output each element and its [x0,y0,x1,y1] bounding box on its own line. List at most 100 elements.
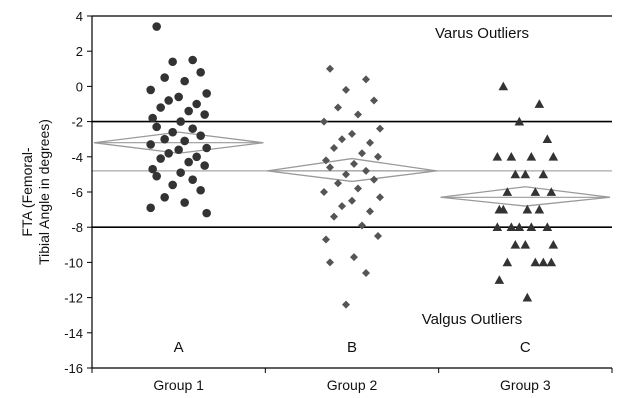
y-axis-label-line-1: FTA (Femoral- [19,147,35,237]
data-point-circle [188,175,197,184]
valgus-outliers-annotation: Valgus Outliers [422,311,523,328]
data-point-triangle [502,187,513,196]
data-point-circle [152,171,161,181]
y-tick-label: 4 [76,9,83,24]
data-point-circle [148,113,157,123]
data-point-diamond [342,170,350,179]
data-point-triangle [530,187,541,196]
data-point-triangle [498,204,509,214]
mean-ci-diamond [440,186,611,207]
subgroup-letter: A [174,339,184,356]
data-point-circle [200,110,209,119]
data-point-circle [180,136,189,146]
data-point-diamond [326,163,334,172]
tick-labels: 4 2 0 -2 -4 -6 -8 -10 -12 -14 -16 Group 1 Group 2 Gro… [64,9,613,393]
data-point-diamond [370,96,378,105]
data-point-circle [180,198,189,207]
data-point-diamond [342,300,350,309]
data-point-diamond [376,124,384,133]
data-point-triangle [534,99,545,108]
x-category-label: Group 3 [500,377,551,393]
data-point-diamond [362,268,370,277]
data-point-circle [202,143,211,153]
subgroup-letter: C [520,339,531,356]
data-point-circle [176,117,185,126]
data-point-circle [156,154,165,163]
data-point-triangle [548,152,559,161]
data-point-diamond [348,129,356,138]
y-tick-label: 0 [76,79,83,94]
data-point-circle [202,208,211,218]
data-point-diamond [338,202,346,211]
data-point-diamond [376,193,384,202]
data-point-circle [192,99,201,109]
data-point-circle [164,148,173,158]
data-point-diamond [370,175,378,184]
data-point-diamond [350,159,358,168]
data-point-triangle [506,222,517,232]
data-point-circle [184,157,193,167]
data-point-circle [152,22,161,31]
y-axis-label: FTA (Femoral- Tibial Angle in degrees) [19,119,52,265]
data-point-circle [160,192,169,202]
data-point-circle [188,124,197,133]
data-point-diamond [342,85,350,94]
data-point-diamond [322,156,330,165]
varus-outliers-annotation: Varus Outliers [435,25,529,42]
data-point-triangle [546,257,557,267]
data-point-circle [168,127,177,137]
y-tick-label: -16 [64,361,83,376]
data-point-diamond [330,212,338,221]
data-point-diamond [358,221,366,230]
data-point-diamond [362,166,370,175]
data-point-circle [174,92,183,102]
data-point-circle [152,122,161,132]
y-tick-label: -12 [64,291,83,306]
data-point-diamond [374,232,382,240]
data-point-diamond [334,179,342,188]
data-point-circle [156,103,165,112]
data-points [146,22,559,309]
data-point-diamond [358,149,366,158]
data-point-diamond [322,235,330,244]
data-point-triangle [534,204,545,214]
y-tick-label: -6 [71,185,83,200]
mean-diamonds [93,131,611,207]
data-point-diamond [338,135,346,144]
data-point-circle [200,161,209,170]
data-point-circle [146,140,155,149]
data-point-diamond [366,207,374,216]
y-tick-label: -14 [64,326,83,341]
data-point-diamond [348,196,356,205]
y-tick-label: 2 [76,44,83,59]
data-point-diamond [326,64,334,73]
data-point-circle [192,152,201,162]
data-point-triangle [530,257,541,267]
y-axis-label-line-2: Tibial Angle in degrees) [36,119,52,265]
y-tick-label: -10 [64,255,83,270]
y-tick-label: -2 [71,115,83,130]
data-point-circle [196,68,205,77]
data-point-triangle [502,257,513,267]
data-point-circle [160,134,169,144]
data-point-diamond [374,152,382,161]
data-point-circle [174,145,183,155]
data-point-triangle [526,152,537,161]
data-point-diamond [350,253,358,262]
data-point-triangle [514,222,525,232]
subgroup-letter: B [347,339,357,356]
data-point-triangle [494,275,505,284]
data-point-diamond [354,184,362,193]
data-point-triangle [522,204,533,214]
data-point-triangle [520,169,531,179]
data-point-circle [188,55,197,65]
data-point-triangle [542,134,553,144]
y-tick-label: -4 [71,150,83,165]
data-point-diamond [330,144,338,152]
y-tick-label: -8 [71,220,83,235]
data-point-triangle [538,169,549,179]
data-point-triangle [514,116,525,126]
data-point-triangle [498,81,509,91]
data-point-triangle [546,187,557,196]
